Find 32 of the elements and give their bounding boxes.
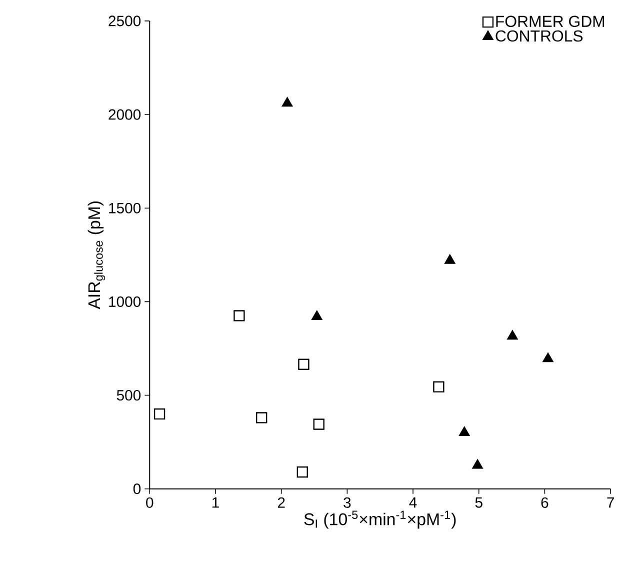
y-tick-label: 1500 — [109, 202, 141, 214]
point — [154, 408, 166, 420]
x-tick-label: 7 — [607, 498, 614, 508]
x-tick-label: 5 — [475, 498, 482, 508]
point — [298, 358, 310, 370]
x-tick-label: 1 — [212, 498, 219, 508]
y-tick-label: 2000 — [108, 109, 141, 120]
point — [542, 352, 554, 362]
x-tick-label: 3 — [344, 498, 351, 508]
y-tick-label: 2500 — [108, 16, 141, 26]
legend-label: FORMER GDM — [496, 16, 604, 28]
point — [472, 460, 483, 469]
point — [296, 466, 308, 478]
point — [507, 330, 518, 340]
text: S$_{I}$ (10$^{-5}$×min$^{-1}$×pM$^{-1}$) — [304, 510, 456, 529]
y-axis-title: AIR$_{glucose}$ (pM) — [88, 202, 106, 310]
x-tick-label: 4 — [409, 498, 417, 508]
legend-label: CONTROLS — [496, 30, 583, 42]
point — [256, 412, 268, 424]
y-tick-label: 0 — [133, 484, 141, 494]
point — [234, 310, 245, 322]
point — [459, 426, 470, 436]
x-tick-label: 6 — [541, 498, 548, 508]
x-tick-label: 2 — [278, 498, 285, 508]
point — [312, 310, 322, 320]
point — [444, 254, 456, 264]
point — [313, 418, 324, 430]
x-tick-label: 0 — [146, 498, 154, 508]
point — [433, 381, 444, 393]
y-tick-label: 500 — [116, 390, 141, 401]
point — [282, 97, 293, 107]
y-tick-label: 1000 — [109, 296, 141, 308]
